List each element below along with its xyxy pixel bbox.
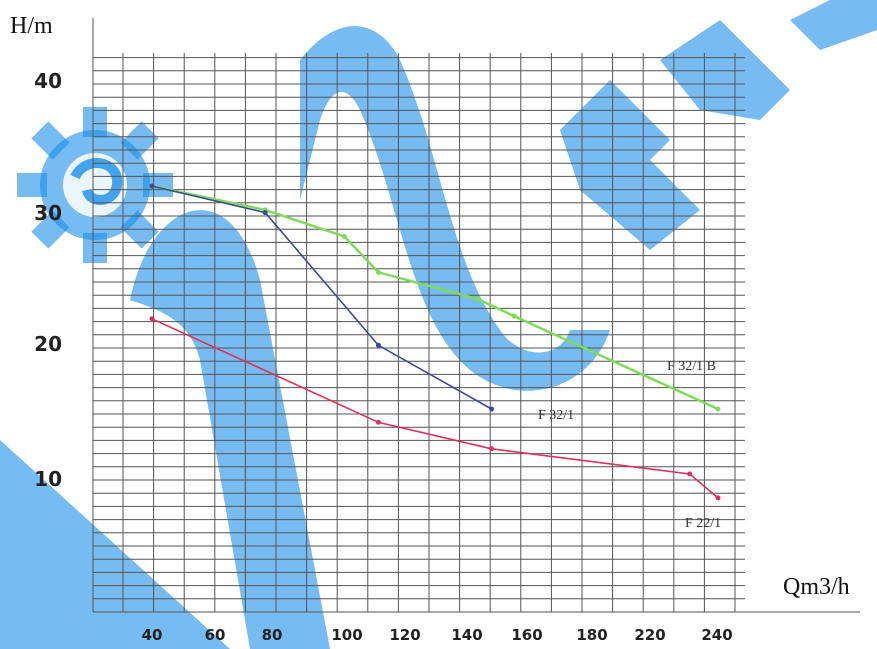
x-tick-label: 220: [634, 626, 665, 644]
x-tick-label: 40: [142, 626, 163, 644]
series-label-f32-1: F 32/1: [538, 408, 574, 423]
data-point: [474, 296, 480, 302]
x-tick-label: 100: [331, 626, 362, 644]
series-label-f22-1: F 22/1: [685, 516, 721, 531]
data-point: [375, 342, 381, 348]
x-tick-label: 60: [205, 626, 226, 644]
x-tick-label: 240: [701, 626, 732, 644]
gear-watermark-icon: [17, 107, 173, 263]
series-label-f32-1b: F 32/1 B: [667, 359, 716, 374]
y-tick-label: 20: [34, 332, 62, 356]
x-axis-title: Qm3/h: [783, 574, 850, 600]
data-point: [262, 210, 268, 216]
x-axis: 40 60 80 100 120 140 160 180 220 240: [142, 626, 733, 644]
data-point: [687, 471, 693, 477]
y-axis-title: H/m: [10, 13, 53, 39]
data-point: [489, 446, 495, 452]
data-point: [149, 316, 155, 322]
data-point: [375, 269, 381, 275]
x-tick-label: 160: [511, 626, 542, 644]
x-tick-label: 80: [262, 626, 283, 644]
chart-grid: [92, 18, 860, 613]
y-tick-label: 30: [34, 201, 62, 225]
x-tick-label: 180: [576, 626, 607, 644]
data-point: [715, 406, 721, 412]
data-point: [149, 183, 155, 189]
data-point: [489, 406, 495, 412]
x-tick-label: 120: [389, 626, 420, 644]
x-tick-label: 140: [451, 626, 482, 644]
y-axis: 40 30 20 10: [34, 69, 62, 491]
series-layer: [149, 183, 721, 501]
y-tick-label: 40: [34, 69, 62, 93]
data-point: [511, 313, 517, 319]
data-point: [341, 233, 347, 239]
data-point: [375, 419, 381, 425]
y-tick-label: 10: [34, 467, 62, 491]
series-line: [151, 185, 492, 410]
data-point: [715, 495, 721, 501]
